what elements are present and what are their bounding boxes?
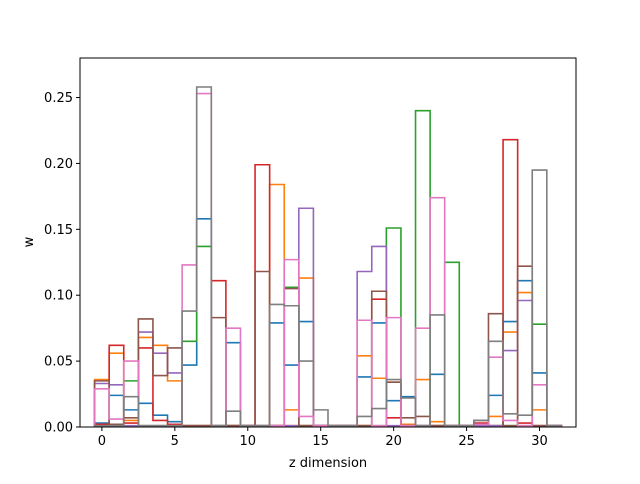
y-tick-label: 0.25 <box>44 91 73 106</box>
y-tick-label: 0.15 <box>44 223 73 238</box>
x-tick-label: 20 <box>385 434 402 449</box>
axes-background <box>80 58 576 427</box>
x-tick-label: 30 <box>531 434 548 449</box>
x-tick-label: 10 <box>239 434 256 449</box>
axes-frame <box>79 57 577 428</box>
y-tick-label: 0.00 <box>44 421 73 436</box>
series-group <box>93 86 563 427</box>
x-tick-label: 5 <box>171 434 179 449</box>
y-axis-label: w <box>22 236 37 247</box>
y-tick-label: 0.10 <box>44 289 73 304</box>
x-tick-label: 25 <box>458 434 475 449</box>
x-ticks: 0 5 10 15 20 25 30 <box>98 427 548 449</box>
x-tick-label: 0 <box>98 434 106 449</box>
y-tick-label: 0.20 <box>44 157 73 172</box>
x-axis-label: z dimension <box>289 456 367 471</box>
y-ticks: 0.00 0.05 0.10 0.15 0.20 0.25 <box>44 91 80 436</box>
x-tick-label: 15 <box>312 434 329 449</box>
series-7-step-line <box>93 86 563 427</box>
y-tick-label: 0.05 <box>44 355 73 370</box>
plot-area: 0 5 10 15 20 25 30 0.00 0.05 0.10 0.15 0.20 0.25 <box>44 57 577 449</box>
